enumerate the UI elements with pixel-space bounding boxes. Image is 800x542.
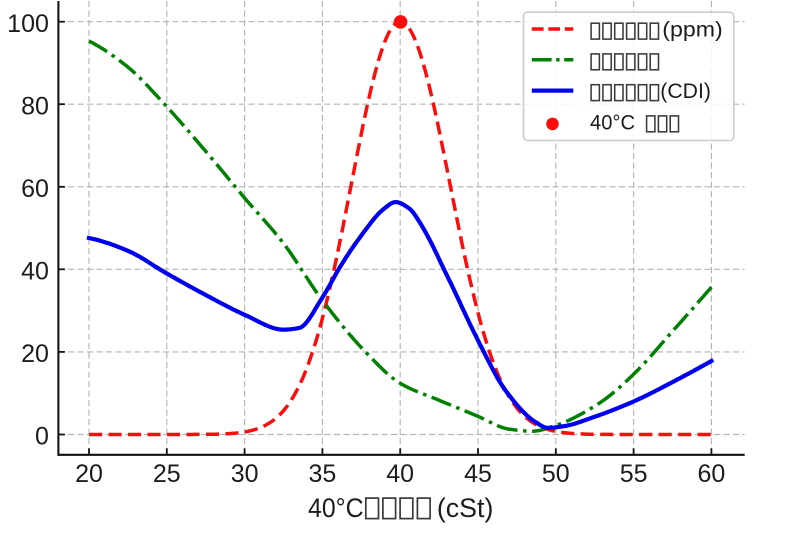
svg-text:40: 40 — [386, 460, 414, 488]
svg-text:25: 25 — [153, 460, 181, 488]
svg-text:30: 30 — [231, 460, 259, 488]
svg-text:60: 60 — [21, 175, 49, 203]
svg-text:40°C: 40°C — [590, 110, 635, 134]
svg-text:20: 20 — [75, 460, 103, 488]
svg-text:40: 40 — [21, 257, 49, 285]
svg-text:100: 100 — [7, 10, 49, 38]
svg-text:60: 60 — [697, 460, 725, 488]
svg-text:(ppm): (ppm) — [662, 18, 722, 42]
svg-text:20: 20 — [21, 340, 49, 368]
svg-text:40°C: 40°C — [308, 493, 364, 523]
svg-text:50: 50 — [542, 460, 570, 488]
svg-text:(cSt): (cSt) — [437, 493, 494, 523]
svg-text:80: 80 — [21, 92, 49, 120]
svg-text:45: 45 — [464, 460, 492, 488]
svg-text:(CDI): (CDI) — [660, 79, 711, 103]
svg-text:35: 35 — [308, 460, 336, 488]
svg-text:55: 55 — [620, 460, 648, 488]
svg-text:0: 0 — [35, 423, 49, 451]
